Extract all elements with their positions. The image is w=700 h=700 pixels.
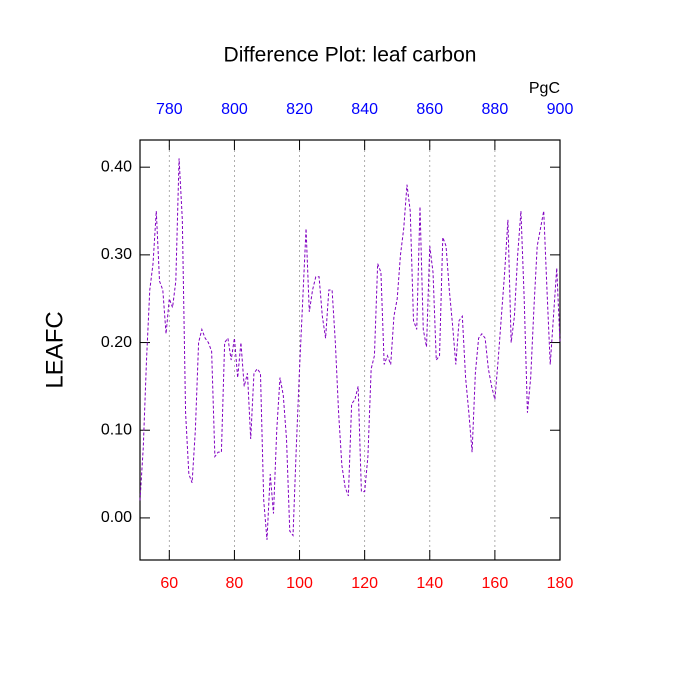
x2-tick-label: 880 xyxy=(482,101,509,118)
y-axis-label: LEAFC xyxy=(41,311,68,388)
x2-tick-label: 800 xyxy=(221,101,248,118)
y-tick-label: 0.00 xyxy=(101,509,132,526)
data-line xyxy=(139,158,561,540)
y-tick-label: 0.20 xyxy=(101,334,132,351)
y-tick-label: 0.40 xyxy=(101,158,132,175)
plot-frame xyxy=(139,139,561,561)
x-tick-label: 60 xyxy=(160,575,178,592)
y-tick-label: 0.10 xyxy=(101,421,132,438)
x-tick-label: 180 xyxy=(547,575,574,592)
x2-tick-label: 900 xyxy=(547,101,574,118)
x2-tick-label: 780 xyxy=(156,101,183,118)
x2-tick-label: 860 xyxy=(416,101,443,118)
x-tick-label: 140 xyxy=(416,575,443,592)
x2-tick-label: 820 xyxy=(286,101,313,118)
x-tick-label: 120 xyxy=(351,575,378,592)
x-tick-label: 80 xyxy=(226,575,244,592)
y-tick-label: 0.30 xyxy=(101,246,132,263)
x2-unit: PgC xyxy=(529,80,560,97)
x-tick-label: 160 xyxy=(482,575,509,592)
x-tick-label: 100 xyxy=(286,575,313,592)
chart-title: Difference Plot: leaf carbon xyxy=(224,44,477,67)
x2-tick-label: 840 xyxy=(351,101,378,118)
